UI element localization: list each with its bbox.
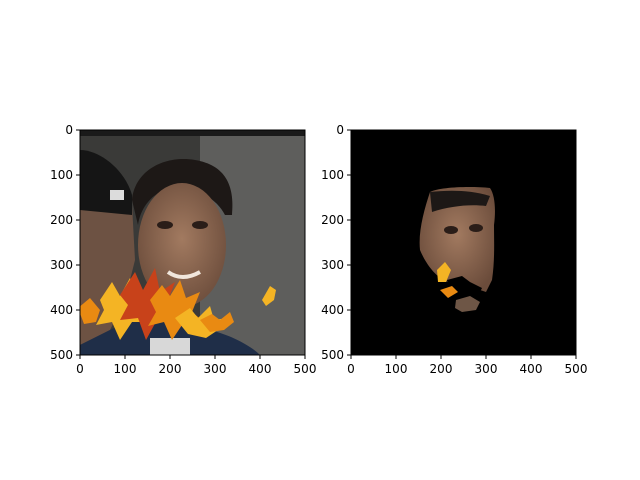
main-face [138,183,226,307]
right-xtick-label: 300 [475,362,498,376]
right-ytick-label: 300 [321,258,344,272]
right-xtick-label: 400 [520,362,543,376]
right-ytick-label: 500 [321,348,344,362]
left-xtick-label: 200 [159,362,182,376]
right-axes [350,129,577,356]
left-axes-frame [79,129,306,356]
left-axes [79,129,306,356]
right-ytick-label: 200 [321,213,344,227]
right-xtick-label: 200 [430,362,453,376]
left-xtick-label: 0 [76,362,84,376]
left-image [80,130,305,355]
right-ytick-label: 100 [321,168,344,182]
left-xtick-label: 500 [294,362,317,376]
left-ytick-label: 0 [65,123,73,137]
masked-face [419,187,495,292]
right-xtick-label: 100 [385,362,408,376]
right-xtick-label: 0 [347,362,355,376]
leaf-cluster [80,268,234,340]
cap-logo [110,190,124,200]
right-xtick-label: 500 [565,362,588,376]
left-ytick-label: 400 [50,303,73,317]
right-axes-frame [350,129,577,356]
shirt [150,338,190,355]
right-image [419,187,495,312]
left-xtick-label: 400 [249,362,272,376]
right-ytick-label: 400 [321,303,344,317]
left-ytick-label: 500 [50,348,73,362]
left-xtick-label: 300 [204,362,227,376]
small-leaf [262,286,276,306]
left-ytick-label: 300 [50,258,73,272]
left-ytick-label: 100 [50,168,73,182]
right-ytick-label: 0 [336,123,344,137]
hair [132,159,233,225]
left-ytick-label: 200 [50,213,73,227]
left-xtick-label: 100 [114,362,137,376]
